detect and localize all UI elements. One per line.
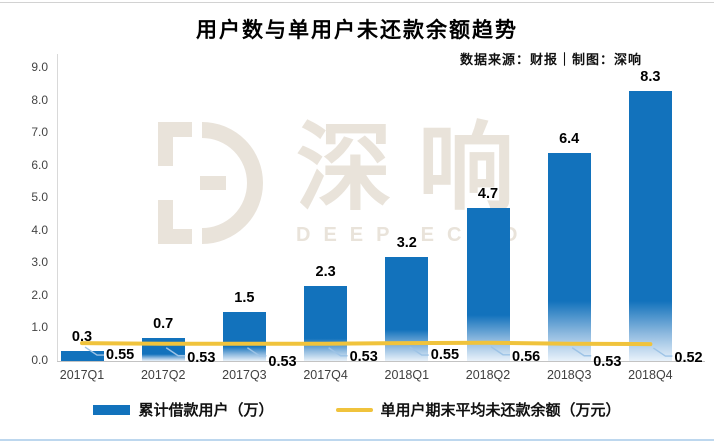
bar-value-2017Q3: 1.5	[234, 290, 255, 307]
legend: 累计借款用户（万） 单用户期末平均未还款余额（万元）	[0, 399, 714, 420]
y-tick-3.0: 3.0	[31, 255, 48, 270]
bar-2017Q3	[222, 312, 266, 361]
line-value-2018Q1: 0.55	[430, 347, 460, 364]
x-tick-2017Q2: 2017Q2	[140, 368, 186, 382]
line-value-2017Q1: 0.55	[106, 347, 135, 364]
x-tick-2018Q3: 2018Q3	[546, 368, 592, 382]
bar-value-2017Q4: 2.3	[315, 264, 336, 281]
y-tick-0.0: 0.0	[31, 353, 48, 367]
top-divider	[0, 2, 714, 3]
bar-swatch-icon	[93, 404, 131, 415]
leader-line-2018Q2	[490, 346, 510, 356]
bar-2018Q4	[628, 90, 672, 361]
leader-line-2018Q1	[409, 346, 429, 356]
bar-value-2018Q1: 3.2	[396, 234, 417, 251]
leader-line-2017Q3	[247, 347, 267, 357]
line-value-2017Q2: 0.53	[187, 349, 216, 366]
y-tick-5.0: 5.0	[31, 190, 48, 205]
chart-source-credit: 数据来源：财报｜制图：深响	[459, 53, 642, 68]
bar-value-2018Q3: 6.4	[559, 130, 580, 147]
y-tick-8.0: 8.0	[31, 92, 48, 107]
bar-2018Q3	[547, 152, 591, 361]
y-tick-6.0: 6.0	[31, 157, 48, 172]
x-tick-2018Q4: 2018Q4	[628, 368, 673, 382]
leader-line-2017Q4	[328, 347, 348, 357]
balance-line	[80, 340, 653, 347]
line-value-2018Q4: 0.52	[674, 350, 703, 367]
x-axis-line	[57, 361, 705, 362]
y-tick-1.0: 1.0	[31, 320, 48, 335]
bar-value-2017Q2: 0.7	[153, 316, 174, 333]
line-value-2018Q2: 0.56	[512, 348, 541, 365]
bar-2018Q2	[466, 207, 510, 361]
bar-value-2017Q1: 0.3	[71, 329, 93, 346]
y-tick-2.0: 2.0	[31, 287, 48, 302]
line-swatch-icon	[335, 407, 373, 412]
x-tick-2018Q2: 2018Q2	[465, 368, 511, 382]
leader-line-2018Q4	[653, 347, 673, 357]
y-tick-4.0: 4.0	[31, 222, 48, 237]
x-tick-2017Q3: 2017Q3	[222, 368, 267, 382]
x-tick-2018Q1: 2018Q1	[384, 368, 430, 382]
bar-2017Q4	[304, 286, 348, 361]
line-value-2017Q3: 0.53	[268, 353, 297, 370]
chart-title: 用户数与单用户未还款余额趋势	[196, 17, 518, 42]
legend-label: 单用户期末平均未还款余额（万元）	[380, 401, 621, 419]
leader-line-2017Q1	[84, 346, 104, 356]
y-tick-7.0: 7.0	[31, 125, 48, 140]
leader-line-2018Q3	[571, 347, 592, 357]
y-tick-9.0: 9.0	[31, 60, 48, 74]
legend-item-balance: 单用户期末平均未还款余额（万元）	[335, 399, 621, 420]
legend-item-users: 累计借款用户（万）	[93, 399, 274, 420]
x-tick-2017Q4: 2017Q4	[303, 368, 348, 382]
line-value-2017Q4: 0.53	[349, 348, 378, 365]
y-axis-line	[57, 54, 58, 362]
bar-value-2018Q4: 8.3	[640, 68, 661, 85]
bottom-divider	[0, 439, 714, 441]
legend-label: 累计借款用户（万）	[138, 401, 274, 419]
x-tick-2017Q1: 2017Q1	[59, 368, 105, 382]
bar-2017Q1	[60, 351, 104, 361]
line-value-2018Q3: 0.53	[593, 353, 622, 370]
bar-value-2018Q2: 4.7	[477, 185, 499, 202]
leader-line-2017Q2	[165, 347, 186, 357]
